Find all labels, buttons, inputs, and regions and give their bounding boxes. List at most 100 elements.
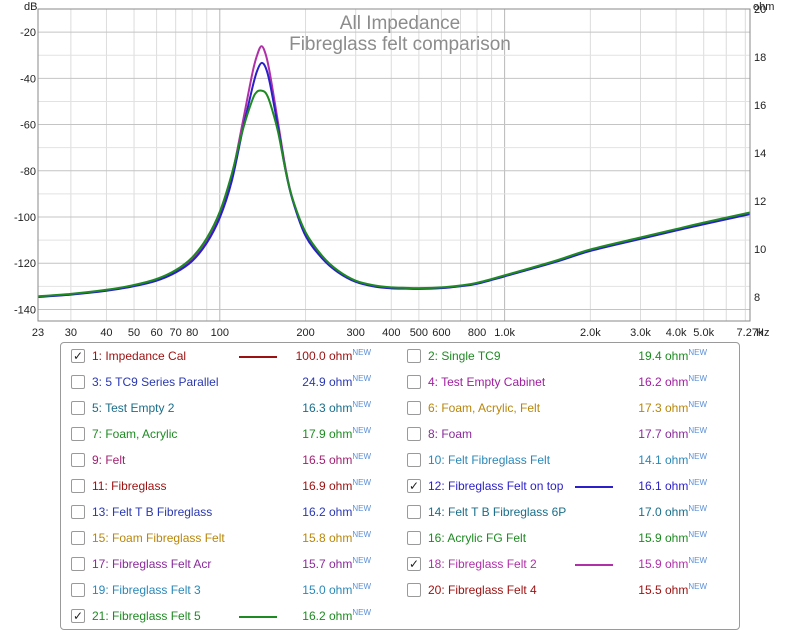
legend-checkbox[interactable] bbox=[407, 401, 421, 415]
legend-checkbox[interactable] bbox=[407, 427, 421, 441]
legend-item[interactable]: 7: Foam, Acrylic 17.9 ohmNEW bbox=[71, 424, 371, 444]
legend-checkbox[interactable] bbox=[71, 583, 85, 597]
legend-checkbox[interactable] bbox=[407, 453, 421, 467]
legend-item[interactable]: ✓ 1: Impedance Cal 100.0 ohmNEW bbox=[71, 346, 371, 366]
legend-checkbox[interactable] bbox=[71, 505, 85, 519]
x-tick-label: 600 bbox=[432, 327, 450, 339]
legend-value: 24.9 ohmNEW bbox=[302, 374, 371, 390]
legend-value: 100.0 ohmNEW bbox=[295, 348, 371, 364]
legend-item[interactable]: 8: Foam 17.7 ohmNEW bbox=[407, 424, 707, 444]
legend-checkbox[interactable] bbox=[71, 531, 85, 545]
x-tick-label: 200 bbox=[296, 327, 314, 339]
plot-frame bbox=[37, 8, 751, 322]
axis-ticks: 23 30 40 50 60 70 80 100 200 300 400 500 600 800 1.0k 2… bbox=[14, 4, 766, 339]
y-right-tick-label: 16 bbox=[754, 100, 766, 112]
legend-item[interactable]: 11: Fibreglass 16.9 ohmNEW bbox=[71, 476, 371, 496]
legend-label: 8: Foam bbox=[428, 427, 473, 441]
legend-checkbox[interactable] bbox=[71, 453, 85, 467]
legend-item[interactable]: ✓ 12: Fibreglass Felt on top 16.1 ohmNEW bbox=[407, 476, 707, 496]
legend-label: 12: Fibreglass Felt on top bbox=[428, 479, 564, 493]
y-left-tick-label: -120 bbox=[14, 258, 36, 270]
y-left-label: dB bbox=[24, 1, 37, 13]
legend-item[interactable]: ✓ 18: Fibreglass Felt 2 15.9 ohmNEW bbox=[407, 554, 707, 574]
legend-item[interactable]: 20: Fibreglass Felt 4 15.5 ohmNEW bbox=[407, 580, 707, 600]
new-tag: NEW bbox=[688, 426, 707, 435]
legend-checkbox[interactable]: ✓ bbox=[407, 557, 421, 571]
new-tag: NEW bbox=[352, 400, 371, 409]
x-unit-label: Hz bbox=[756, 327, 769, 339]
new-tag: NEW bbox=[688, 530, 707, 539]
y-left-tick-label: -140 bbox=[14, 304, 36, 316]
y-left-tick-label: -60 bbox=[20, 120, 36, 132]
legend-label: 10: Felt Fibreglass Felt bbox=[428, 453, 551, 467]
new-tag: NEW bbox=[352, 374, 371, 383]
legend-checkbox[interactable] bbox=[407, 531, 421, 545]
legend-item[interactable]: 5: Test Empty 2 16.3 ohmNEW bbox=[71, 398, 371, 418]
x-tick-label: 500 bbox=[410, 327, 428, 339]
legend-value: 17.3 ohmNEW bbox=[638, 400, 707, 416]
legend-label: 20: Fibreglass Felt 4 bbox=[428, 583, 537, 597]
x-tick-label: 70 bbox=[170, 327, 182, 339]
y-right-tick-label: 12 bbox=[754, 196, 766, 208]
legend-item[interactable]: 13: Felt T B Fibreglass 16.2 ohmNEW bbox=[71, 502, 371, 522]
x-tick-label: 1.0k bbox=[494, 327, 515, 339]
y-right-tick-label: 10 bbox=[754, 244, 766, 256]
y-right-tick-label: 8 bbox=[754, 292, 760, 304]
legend-value: 16.9 ohmNEW bbox=[302, 478, 371, 494]
legend-checkbox[interactable]: ✓ bbox=[407, 479, 421, 493]
legend-value: 17.7 ohmNEW bbox=[638, 426, 707, 442]
new-tag: NEW bbox=[352, 582, 371, 591]
y-left-tick-label: -40 bbox=[20, 73, 36, 85]
legend-item[interactable]: 19: Fibreglass Felt 3 15.0 ohmNEW bbox=[71, 580, 371, 600]
y-right-label: ohm bbox=[753, 1, 774, 13]
legend-label: 13: Felt T B Fibreglass bbox=[92, 505, 213, 519]
legend-item[interactable]: 6: Foam, Acrylic, Felt 17.3 ohmNEW bbox=[407, 398, 707, 418]
new-tag: NEW bbox=[352, 530, 371, 539]
series-lines bbox=[37, 45, 751, 298]
legend-item[interactable]: 10: Felt Fibreglass Felt 14.1 ohmNEW bbox=[407, 450, 707, 470]
legend-checkbox[interactable] bbox=[407, 505, 421, 519]
legend-swatch bbox=[575, 486, 613, 488]
legend-item[interactable]: 15: Foam Fibreglass Felt 15.8 ohmNEW bbox=[71, 528, 371, 548]
legend-item[interactable]: 17: Fibreglass Felt Acr 15.7 ohmNEW bbox=[71, 554, 371, 574]
x-tick-label: 400 bbox=[382, 327, 400, 339]
legend-label: 2: Single TC9 bbox=[428, 349, 501, 363]
new-tag: NEW bbox=[352, 556, 371, 565]
x-tick-label: 2.0k bbox=[580, 327, 601, 339]
legend-checkbox[interactable] bbox=[407, 583, 421, 597]
legend-item[interactable]: 9: Felt 16.5 ohmNEW bbox=[71, 450, 371, 470]
legend-checkbox[interactable] bbox=[407, 375, 421, 389]
legend-label: 3: 5 TC9 Series Parallel bbox=[92, 375, 219, 389]
y-right-tick-label: 18 bbox=[754, 52, 766, 64]
legend-checkbox[interactable] bbox=[71, 557, 85, 571]
x-tick-label: 40 bbox=[100, 327, 112, 339]
legend-label: 7: Foam, Acrylic bbox=[92, 427, 178, 441]
legend-value: 16.1 ohmNEW bbox=[638, 478, 707, 494]
legend-label: 14: Felt T B Fibreglass 6P bbox=[428, 505, 567, 519]
legend-item[interactable]: 2: Single TC9 19.4 ohmNEW bbox=[407, 346, 707, 366]
legend-value: 16.3 ohmNEW bbox=[302, 400, 371, 416]
legend-item[interactable]: ✓ 21: Fibreglass Felt 5 16.2 ohmNEW bbox=[71, 606, 371, 626]
legend-item[interactable]: 3: 5 TC9 Series Parallel 24.9 ohmNEW bbox=[71, 372, 371, 392]
legend-value: 15.0 ohmNEW bbox=[302, 582, 371, 598]
legend-label: 6: Foam, Acrylic, Felt bbox=[428, 401, 541, 415]
legend-item[interactable]: 4: Test Empty Cabinet 16.2 ohmNEW bbox=[407, 372, 707, 392]
legend-label: 18: Fibreglass Felt 2 bbox=[428, 557, 537, 571]
x-tick-label: 7.27k bbox=[737, 327, 764, 339]
legend-checkbox[interactable] bbox=[407, 349, 421, 363]
legend-checkbox[interactable] bbox=[71, 375, 85, 389]
legend-checkbox[interactable] bbox=[71, 427, 85, 441]
impedance-chart: 23 30 40 50 60 70 80 100 200 300 400 500 600 800 1.0k 2… bbox=[14, 1, 774, 339]
legend-checkbox[interactable]: ✓ bbox=[71, 349, 85, 363]
legend-value: 19.4 ohmNEW bbox=[638, 348, 707, 364]
legend-value: 15.8 ohmNEW bbox=[302, 530, 371, 546]
legend-checkbox[interactable] bbox=[71, 401, 85, 415]
new-tag: NEW bbox=[688, 478, 707, 487]
y-right-tick-label: 20 bbox=[754, 4, 766, 16]
legend-item[interactable]: 16: Acrylic FG Felt 15.9 ohmNEW bbox=[407, 528, 707, 548]
legend-panel: ✓ 1: Impedance Cal 100.0 ohmNEW 2: Single T… bbox=[60, 342, 740, 630]
legend-item[interactable]: 14: Felt T B Fibreglass 6P 17.0 ohmNEW bbox=[407, 502, 707, 522]
legend-label: 21: Fibreglass Felt 5 bbox=[92, 609, 201, 623]
legend-checkbox[interactable]: ✓ bbox=[71, 609, 85, 623]
legend-checkbox[interactable] bbox=[71, 479, 85, 493]
